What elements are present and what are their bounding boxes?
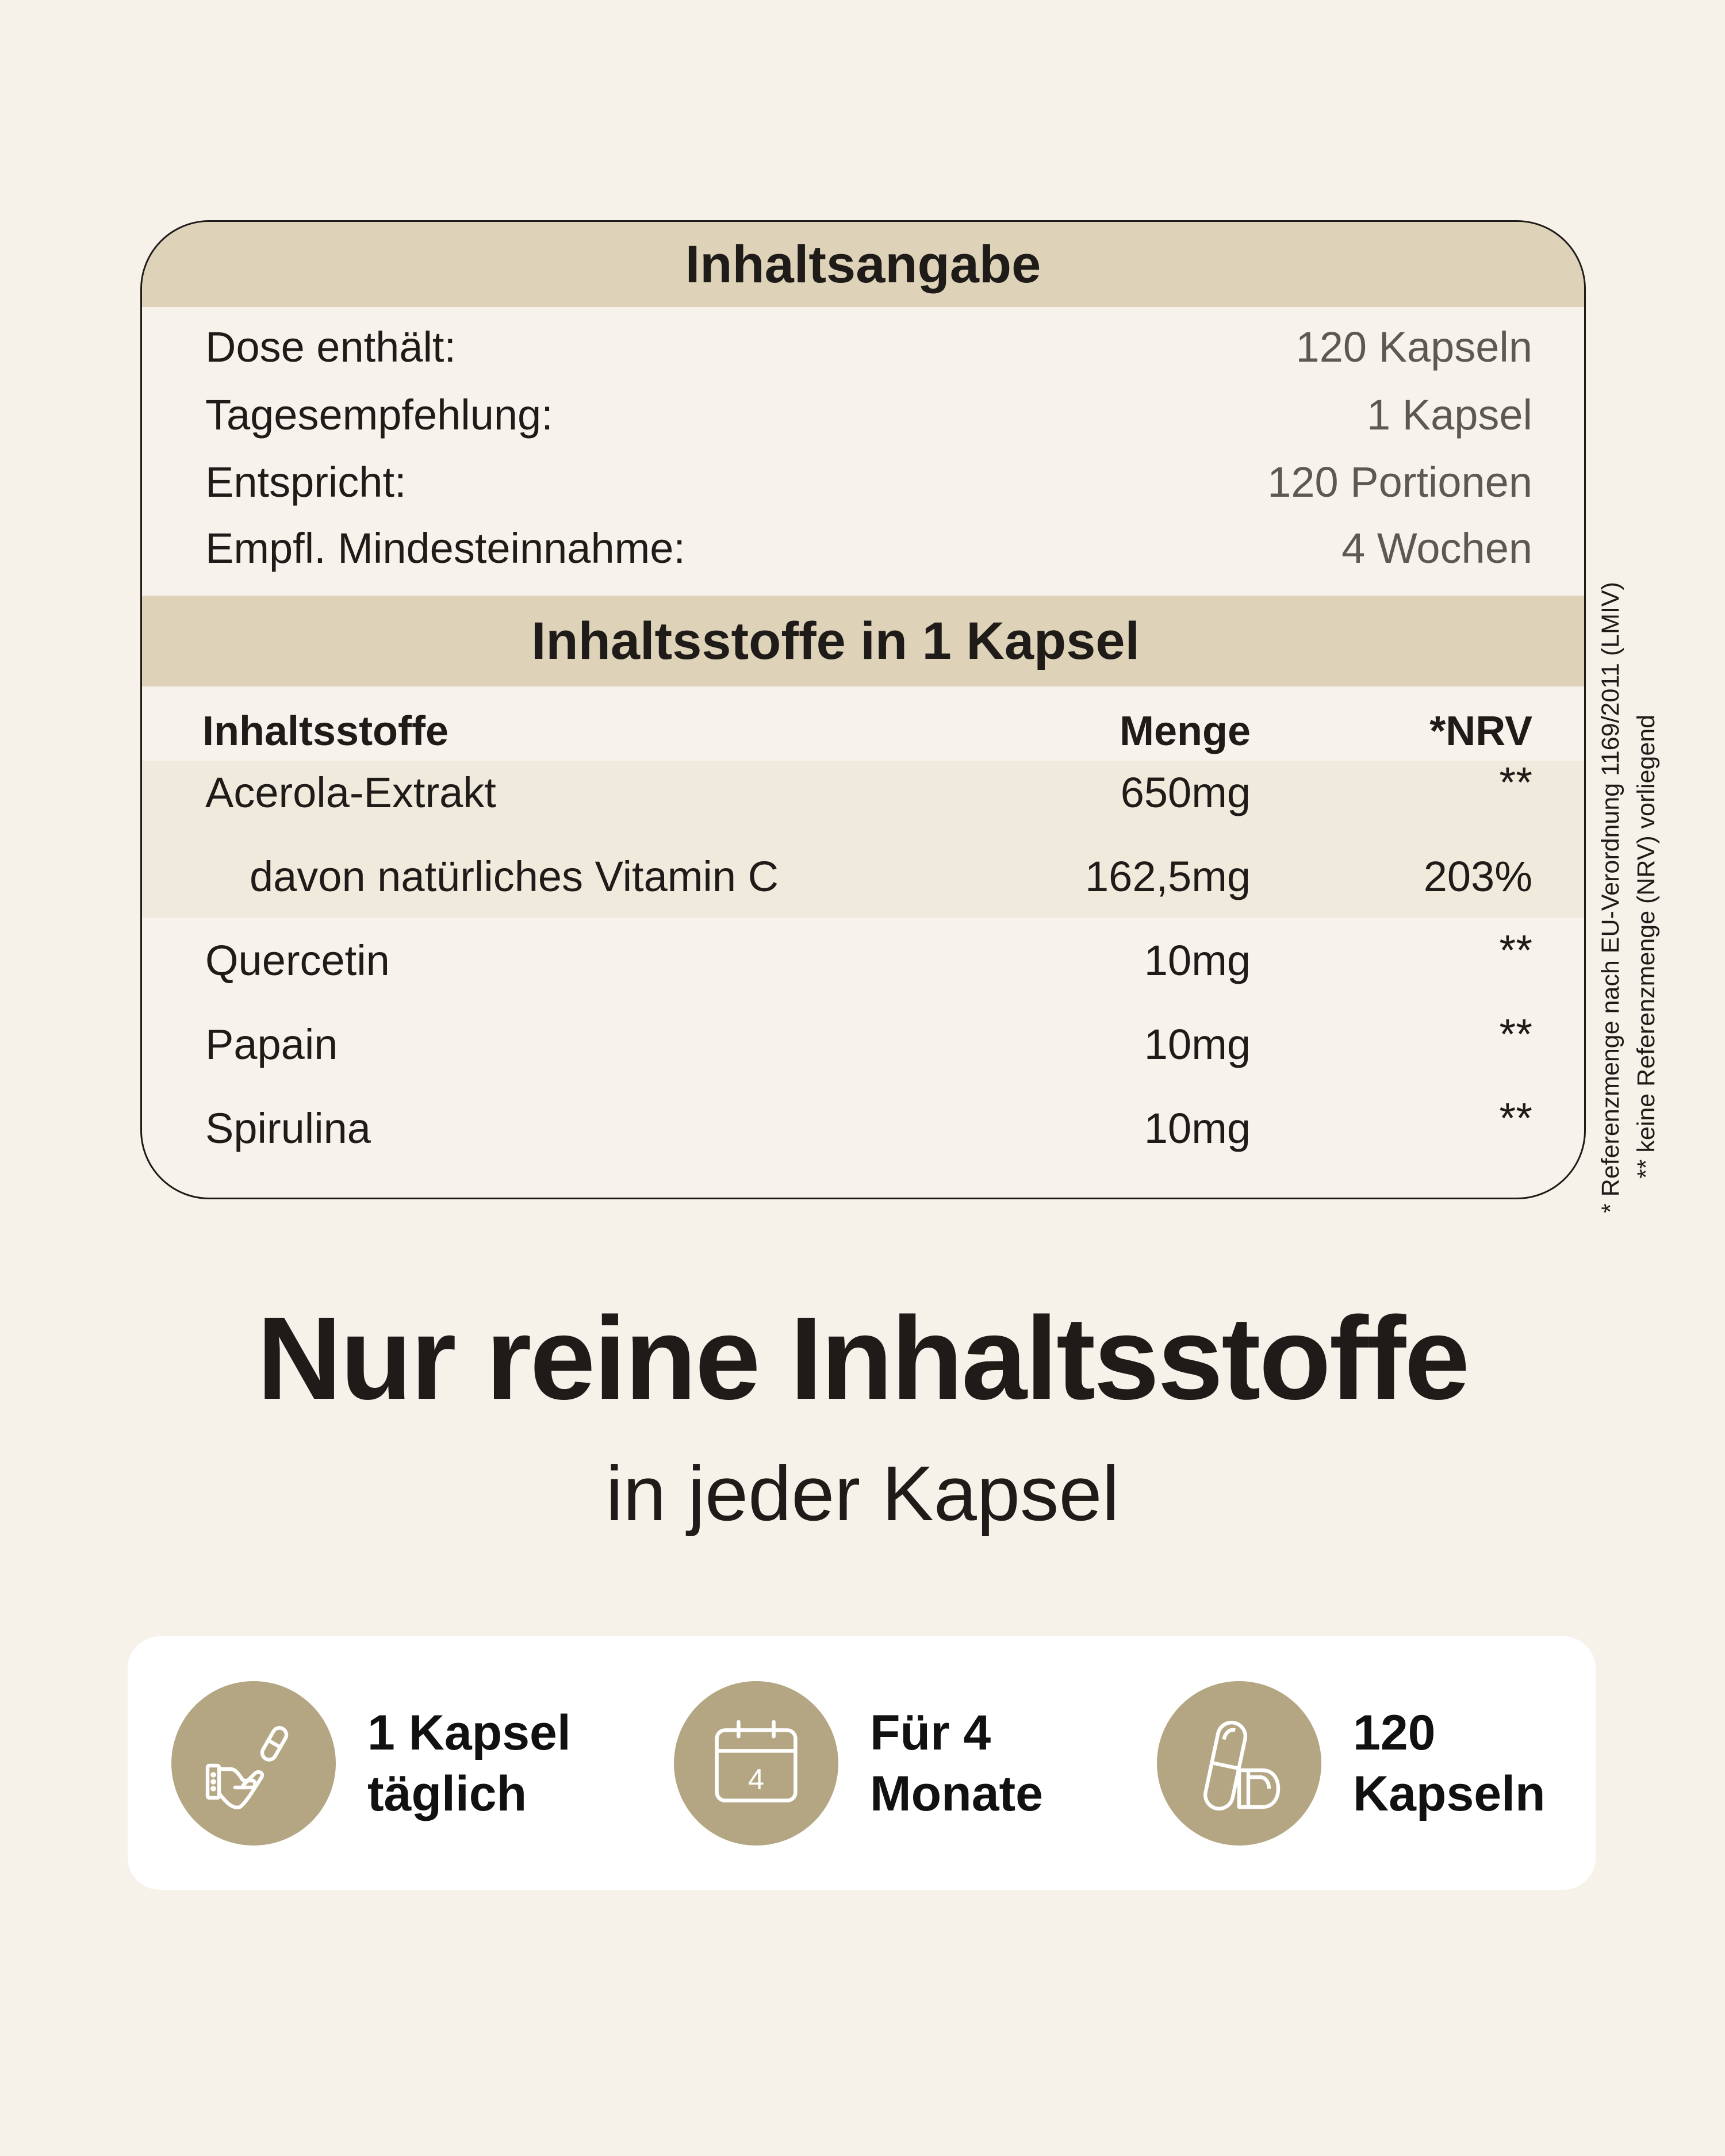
feature-text: Für 4 Monate: [870, 1702, 1043, 1824]
info-row: Dose enthält: 120 Kapseln: [205, 318, 1532, 375]
summary-title: Inhaltsangabe: [685, 235, 1041, 294]
info-label: Entspricht:: [205, 458, 407, 506]
nutrition-card: Inhaltsangabe Dose enthält: 120 Kapseln …: [140, 220, 1586, 1199]
feature-line2: Monate: [870, 1766, 1043, 1821]
ingredient-nrv: 203%: [1423, 852, 1532, 900]
ingredient-name: Acerola-Extrakt: [205, 768, 496, 816]
ingredient-nrv: **: [1499, 1010, 1532, 1058]
feature-line1: 1 Kapsel: [367, 1705, 571, 1760]
table-row: Acerola-Extrakt 650mg **: [202, 758, 1532, 821]
hero-subtitle: in jeder Kapsel: [605, 1450, 1120, 1537]
svg-text:4: 4: [748, 1763, 764, 1796]
info-value: 1 Kapsel: [1367, 390, 1532, 439]
ingredient-nrv: **: [1499, 926, 1532, 974]
feature-panel: 1 Kapsel täglich 4 Für 4 Monate: [128, 1636, 1596, 1890]
ingredient-name: davon natürliches Vitamin C: [250, 852, 779, 900]
info-value: 120 Kapseln: [1295, 323, 1532, 371]
info-label: Empfl. Mindesteinnahme:: [205, 524, 685, 572]
capsules-icon: [1157, 1681, 1321, 1846]
info-label: Tagesempfehlung:: [205, 390, 553, 439]
feature-duration: 4 Für 4 Monate: [674, 1636, 1043, 1890]
table-header: Inhaltsstoffe Menge *NRV: [202, 703, 1532, 760]
ingredient-amount: 10mg: [1144, 1020, 1251, 1068]
table-row: Papain 10mg **: [202, 1010, 1532, 1073]
info-value: 4 Wochen: [1341, 524, 1532, 572]
hand-capsule-icon: [171, 1681, 336, 1846]
footnotes: * Referenzmenge nach EU-Verordnung 1169/…: [1593, 582, 1664, 1213]
col-header-name: Inhaltsstoffe: [202, 708, 449, 754]
col-header-amount: Menge: [1119, 708, 1251, 754]
feature-text: 1 Kapsel täglich: [367, 1702, 571, 1824]
table-row: Quercetin 10mg **: [202, 926, 1532, 989]
info-label: Dose enthält:: [205, 323, 457, 371]
info-row: Entspricht: 120 Portionen: [205, 453, 1532, 511]
ingredient-amount: 10mg: [1144, 1104, 1251, 1152]
ingredient-name: Spirulina: [205, 1104, 371, 1152]
ingredient-name: Papain: [205, 1020, 338, 1068]
feature-line1: 120: [1353, 1705, 1436, 1760]
ingredient-amount: 650mg: [1120, 768, 1251, 816]
summary-header: Inhaltsangabe: [142, 222, 1584, 307]
hero-title: Nur reine Inhaltsstoffe: [256, 1292, 1470, 1424]
ingredient-amount: 162,5mg: [1085, 852, 1251, 900]
ingredients-header: Inhaltsstoffe in 1 Kapsel: [142, 596, 1584, 686]
ingredients-title: Inhaltsstoffe in 1 Kapsel: [531, 611, 1140, 670]
feature-line2: Kapseln: [1353, 1766, 1546, 1821]
calendar-icon: 4: [674, 1681, 838, 1846]
feature-line1: Für 4: [870, 1705, 991, 1760]
info-row: Tagesempfehlung: 1 Kapsel: [205, 386, 1532, 443]
table-row: davon natürliches Vitamin C 162,5mg 203%: [202, 847, 1532, 905]
feature-daily-dose: 1 Kapsel täglich: [171, 1636, 571, 1890]
feature-text: 120 Kapseln: [1353, 1702, 1546, 1824]
ingredient-amount: 10mg: [1144, 936, 1251, 984]
ingredient-nrv: **: [1499, 758, 1532, 806]
col-header-nrv: *NRV: [1429, 708, 1532, 754]
info-row: Empfl. Mindesteinnahme: 4 Wochen: [205, 519, 1532, 577]
ingredient-name: Quercetin: [205, 936, 390, 984]
info-value: 120 Portionen: [1267, 458, 1532, 506]
feature-capsule-count: 120 Kapseln: [1157, 1636, 1546, 1890]
footnote-nrv: * Referenzmenge nach EU-Verordnung 1169/…: [1597, 582, 1624, 1213]
feature-line2: täglich: [367, 1766, 527, 1821]
highlight-rows-bg: [142, 761, 1584, 918]
ingredient-nrv: **: [1499, 1094, 1532, 1142]
table-row: Spirulina 10mg **: [202, 1094, 1532, 1157]
footnote-no-nrv: ** keine Referenzmenge (NRV) vorliegend: [1632, 714, 1660, 1179]
